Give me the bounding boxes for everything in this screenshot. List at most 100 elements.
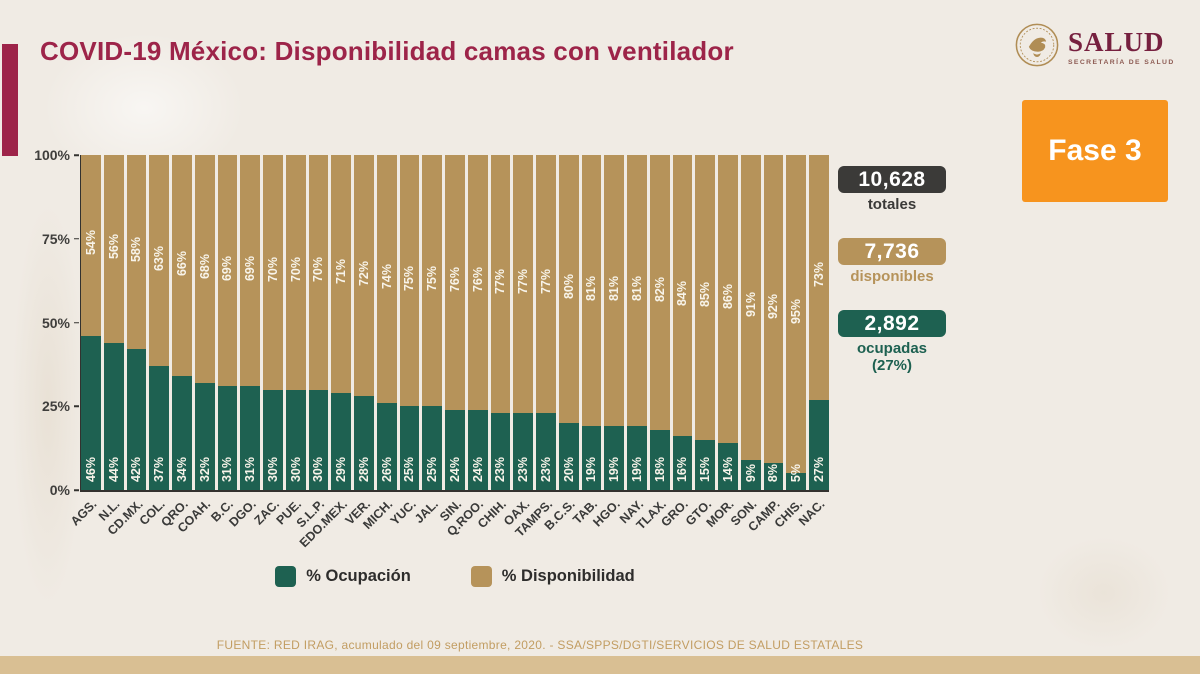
bar-segment-ocupacion	[604, 426, 624, 490]
bar-label-ocupacion: 30%	[311, 456, 326, 482]
bar-hgo: 81% 19%	[604, 155, 624, 490]
bar-label-ocupacion: 14%	[720, 456, 735, 482]
bar-label-disponibilidad: 91%	[743, 292, 758, 318]
bar-label-ocupacion: 8%	[766, 463, 781, 482]
stat-disponibles: 7,736 disponibles	[836, 238, 948, 285]
stat-ocupadas-percent: (27%)	[871, 357, 912, 374]
bar-segment-ocupacion	[103, 342, 124, 490]
bar-label-ocupacion: 18%	[652, 456, 667, 482]
bar-label-ocupacion: 30%	[265, 456, 280, 482]
bar-chih: 77% 23%	[490, 155, 511, 490]
bar-segment-disponibilidad	[649, 155, 670, 430]
bar-segment-ocupacion	[376, 402, 397, 490]
bar-segment-disponibilidad	[194, 155, 215, 383]
bar-segment-disponibilidad	[467, 155, 488, 410]
bar-label-ocupacion: 24%	[447, 456, 462, 482]
bar-segment-disponibilidad	[331, 155, 351, 393]
bar-label-disponibilidad: 69%	[220, 255, 235, 281]
bar-mich: 74% 26%	[376, 155, 397, 490]
bar-label-disponibilidad: 86%	[720, 284, 735, 310]
source-text: FUENTE: RED IRAG, acumulado del 09 septi…	[216, 638, 864, 652]
bar-segment-disponibilidad	[581, 155, 602, 427]
accent-bar	[2, 44, 18, 156]
bar-bc: 69% 31%	[217, 155, 238, 490]
bar-chis: 95% 5%	[786, 155, 806, 490]
bar-label-ocupacion: 28%	[356, 456, 371, 482]
bar-segment-ocupacion	[513, 412, 533, 490]
stat-ocupadas-value: 2,892	[838, 310, 946, 337]
bar-son: 91% 9%	[740, 155, 761, 490]
bar-label-ocupacion: 9%	[743, 463, 758, 482]
x-tick-nac: NAC.	[796, 497, 828, 529]
bar-segment-disponibilidad	[376, 155, 397, 403]
bar-segment-disponibilidad	[786, 155, 806, 474]
bar-segment-disponibilidad	[763, 155, 784, 464]
bar-label-ocupacion: 19%	[584, 456, 599, 482]
bar-ver: 72% 28%	[354, 155, 374, 490]
bar-label-ocupacion: 32%	[197, 456, 212, 482]
bar-segment-ocupacion	[581, 426, 602, 490]
bar-label-disponibilidad: 81%	[629, 275, 644, 301]
bar-segment-ocupacion	[740, 459, 761, 490]
y-tick-label-50: 50%	[41, 314, 70, 331]
bar-segment-ocupacion	[194, 382, 215, 490]
bar-segment-disponibilidad	[490, 155, 511, 413]
bar-label-disponibilidad: 85%	[698, 282, 713, 308]
x-axis-labels: AGS. N.L. CD.MX. COL. QRO. COAH. B.C. DGO. ZAC. P…	[68, 494, 828, 556]
y-tick-label-25: 25%	[41, 398, 70, 415]
bar-segment-disponibilidad	[604, 155, 624, 427]
bar-label-disponibilidad: 73%	[811, 262, 826, 288]
bar-label-disponibilidad: 82%	[652, 277, 667, 303]
bar-coah: 68% 32%	[194, 155, 215, 490]
bar-label-disponibilidad: 81%	[584, 275, 599, 301]
bar-label-ocupacion: 37%	[152, 456, 167, 482]
phase-badge: Fase 3	[1022, 100, 1168, 202]
x-tick-edomex: EDO.MEX.	[296, 497, 351, 551]
bar-segment-disponibilidad	[513, 155, 533, 413]
bar-segment-ocupacion	[149, 366, 169, 490]
bar-label-ocupacion: 27%	[811, 456, 826, 482]
bar-segment-ocupacion	[217, 386, 238, 490]
bar-label-disponibilidad: 80%	[561, 273, 576, 300]
bar-segment-ocupacion	[263, 389, 283, 490]
bar-segment-disponibilidad	[422, 155, 442, 407]
bar-label-ocupacion: 44%	[106, 456, 121, 482]
bar-segment-ocupacion	[445, 409, 465, 490]
legend-label: % Disponibilidad	[501, 567, 635, 585]
bar-segment-ocupacion	[331, 392, 351, 490]
bar-segment-disponibilidad	[740, 155, 761, 460]
bar-slp: 70% 30%	[308, 155, 329, 490]
bar-sin: 76% 24%	[445, 155, 465, 490]
bar-dgo: 69% 31%	[240, 155, 260, 490]
plot-area: 54% 46% 56% 44% 58% 42% 63% 37% 66% 34% 68% 32% 69% 3…	[80, 155, 829, 492]
bar-segment-ocupacion	[627, 426, 647, 490]
bar-label-disponibilidad: 74%	[379, 263, 394, 289]
bar-label-disponibilidad: 66%	[174, 250, 189, 276]
bar-segment-disponibilidad	[809, 155, 829, 400]
bar-label-ocupacion: 24%	[470, 456, 485, 482]
bar-segment-disponibilidad	[445, 155, 465, 410]
bar-label-disponibilidad: 70%	[265, 257, 280, 283]
bar-label-ocupacion: 26%	[379, 456, 394, 482]
bar-oax: 77% 23%	[513, 155, 533, 490]
bar-jal: 75% 25%	[422, 155, 442, 490]
bar-label-ocupacion: 46%	[83, 456, 98, 482]
bar-label-disponibilidad: 77%	[493, 268, 508, 294]
bar-segment-ocupacion	[649, 429, 670, 490]
bar-segment-disponibilidad	[627, 155, 647, 427]
bar-label-ocupacion: 30%	[288, 456, 303, 482]
bar-label-disponibilidad: 76%	[447, 267, 462, 293]
x-tick-mich: MICH.	[360, 497, 396, 532]
stat-totales-label: totales	[867, 196, 917, 213]
bar-segment-ocupacion	[172, 376, 192, 490]
bar-label-ocupacion: 23%	[538, 456, 553, 482]
bar-label-ocupacion: 25%	[425, 456, 440, 482]
bar-segment-disponibilidad	[126, 155, 147, 350]
bar-label-disponibilidad: 54%	[83, 230, 98, 256]
bar-segment-ocupacion	[285, 389, 306, 490]
bar-segment-ocupacion	[354, 396, 374, 490]
bar-segment-ocupacion	[240, 386, 260, 490]
bar-segment-ocupacion	[672, 436, 693, 490]
y-tick-mark	[74, 405, 79, 407]
